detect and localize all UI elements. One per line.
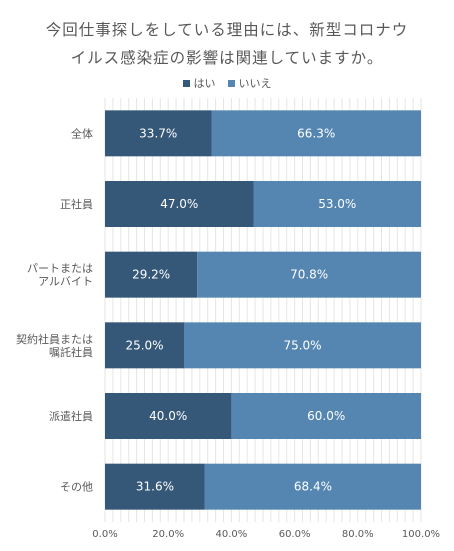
data-label: 68.4% — [294, 480, 332, 494]
category-label: 契約社員または嘱託社員 — [16, 332, 93, 359]
category-label-line: 契約社員または — [16, 332, 93, 346]
x-tick-label: 0.0% — [92, 529, 117, 540]
x-tick-label: 60.0% — [279, 529, 311, 540]
category-label-line: 正社員 — [60, 197, 93, 211]
bar-yes — [105, 393, 232, 439]
data-label: 47.0% — [160, 197, 198, 211]
category-label-line: 派遣社員 — [49, 409, 93, 423]
data-label: 25.0% — [125, 338, 163, 352]
bar-no — [197, 251, 421, 298]
data-label: 29.2% — [132, 268, 170, 282]
data-label: 70.8% — [290, 268, 328, 282]
category-label-line: 全体 — [71, 126, 93, 140]
bar-no — [253, 181, 421, 227]
category-label-line: 嘱託社員 — [49, 345, 93, 359]
category-label: 派遣社員 — [49, 409, 93, 423]
x-tick-label: 100.0% — [402, 529, 440, 540]
data-label: 66.3% — [297, 126, 335, 140]
legend-item-yes: はい — [182, 75, 216, 91]
category-label: パートまたはアルバイト — [27, 262, 93, 288]
legend-label-yes: はい — [193, 77, 216, 90]
x-tick-label: 80.0% — [342, 529, 374, 540]
legend-swatch-no — [227, 79, 235, 87]
bar-yes — [105, 463, 205, 510]
data-label: 31.6% — [136, 480, 174, 494]
data-label: 60.0% — [307, 409, 345, 423]
bar-no — [204, 463, 421, 510]
legend-item-no: いいえ — [227, 75, 272, 91]
category-label-line: その他 — [60, 481, 93, 494]
data-label: 75.0% — [283, 338, 321, 352]
x-tick-label: 20.0% — [152, 529, 184, 540]
bar-no — [211, 110, 421, 157]
bar-yes — [105, 110, 212, 157]
x-tick-label: 40.0% — [216, 529, 248, 540]
legend: はい いいえ — [0, 75, 454, 91]
data-label: 53.0% — [318, 197, 356, 211]
category-label-line: アルバイト — [38, 275, 93, 288]
legend-label-no: いいえ — [238, 77, 272, 90]
bar-yes — [105, 251, 198, 298]
bar-no — [184, 322, 421, 369]
category-label: 正社員 — [60, 197, 93, 211]
bar-yes — [105, 181, 254, 227]
data-label: 33.7% — [139, 126, 177, 140]
category-label-line: パートまたは — [27, 262, 93, 275]
chart-title-line-2: イルス感染症の影響は関連していますか。 — [70, 49, 384, 67]
category-label: 全体 — [71, 126, 93, 140]
bar-no — [231, 393, 421, 439]
chart-title-line-1: 今回仕事探しをしている理由には、新型コロナウ — [45, 21, 409, 39]
bar-yes — [105, 322, 184, 369]
category-label: その他 — [60, 481, 93, 494]
chart-title: 今回仕事探しをしている理由には、新型コロナウ イルス感染症の影響は関連しています… — [0, 16, 454, 72]
data-label: 40.0% — [149, 409, 187, 423]
legend-swatch-yes — [182, 79, 190, 87]
